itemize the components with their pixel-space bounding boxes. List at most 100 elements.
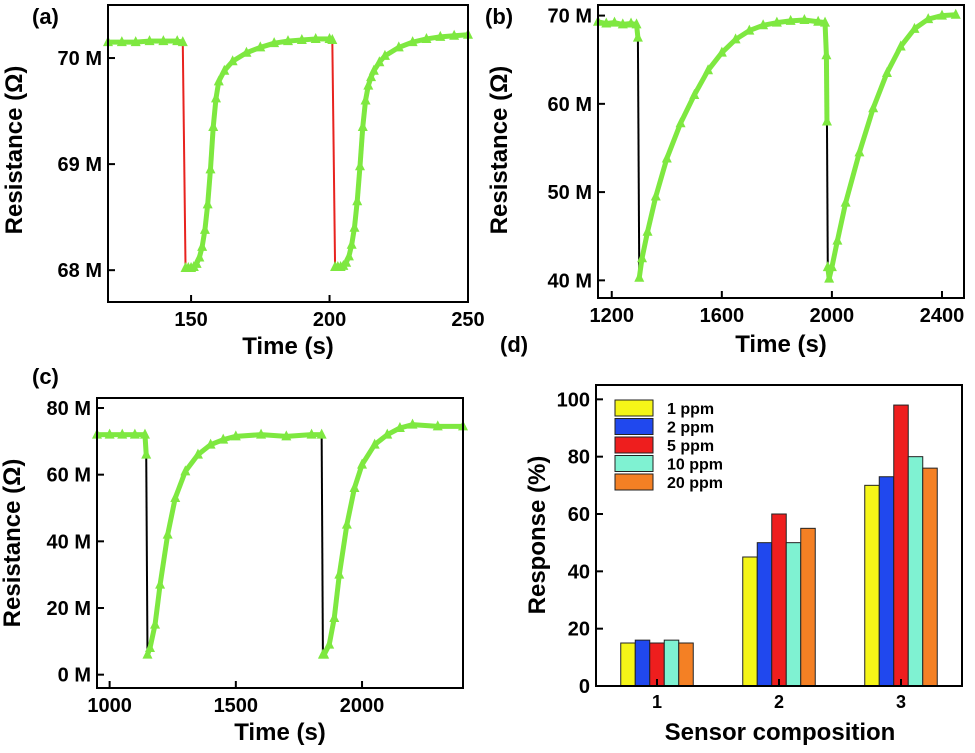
panel-a-data-point xyxy=(211,92,221,103)
panel-d-category-label: 1 xyxy=(652,692,662,712)
panel-a-series-line xyxy=(354,166,363,202)
panel-c-series-line xyxy=(412,422,438,429)
panel-b-data-point xyxy=(868,102,879,113)
panel-a-data-point xyxy=(241,46,252,57)
panel-c-series-line xyxy=(235,432,262,439)
panel-d-category-label: 3 xyxy=(896,692,906,712)
panel-b-data-point xyxy=(799,14,810,25)
panel-b-data-point xyxy=(601,17,612,28)
panel-c-data-point xyxy=(180,465,191,476)
panel-b-data-point xyxy=(675,117,686,128)
panel-c-series-line xyxy=(320,434,324,655)
panel-a-data-point xyxy=(368,64,379,75)
panel-b-x-tick-label: 2400 xyxy=(920,305,965,327)
panel-b-data-point xyxy=(650,190,661,201)
panel-c-data-point xyxy=(162,528,173,539)
panel-a-data-point xyxy=(357,120,368,131)
panel-a-data-point xyxy=(199,223,210,234)
panel-c-series-line xyxy=(286,432,312,439)
panel-d-bar xyxy=(756,542,773,687)
panel-a-data-point xyxy=(355,160,365,171)
panel-d-bar xyxy=(922,467,938,687)
panel-c-y-tick-label: 60 M xyxy=(47,465,91,487)
panel-b-series-line xyxy=(692,69,711,97)
panel-a-y-axis-title: Resistance (Ω) xyxy=(1,66,28,235)
panel-a-series-line xyxy=(205,169,213,205)
panel-d-category-label: 2 xyxy=(774,692,784,712)
panel-b-label: (b) xyxy=(485,4,513,29)
panel-b-x-axis-title: Time (s) xyxy=(735,331,827,358)
panel-d-y-tick-label: 100 xyxy=(557,389,590,411)
panel-c-data-point xyxy=(324,638,335,649)
panel-d-legend-label: 2 ppm xyxy=(667,420,714,437)
panel-d-legend-swatch xyxy=(614,436,654,454)
panel-b-series-line xyxy=(884,45,903,75)
panel-c-y-tick-label: 80 M xyxy=(47,398,91,420)
panel-b-series-line xyxy=(829,240,840,268)
panel-a-data-point xyxy=(255,41,266,52)
panel-a-data-point xyxy=(213,75,224,86)
panel-c-y-tick-label: 20 M xyxy=(47,598,91,620)
panel-a-data-point xyxy=(194,251,205,262)
panel-c-x-axis-title: Time (s) xyxy=(234,719,326,746)
panel-c-series-line xyxy=(157,534,171,586)
panel-b-data-point xyxy=(936,9,947,20)
panel-a-data-point xyxy=(116,36,127,47)
panel-a-x-tick-label: 200 xyxy=(313,309,346,331)
panel-b-data-point xyxy=(813,15,824,26)
panel-d-bar xyxy=(893,404,909,687)
panel-b-data-point xyxy=(895,40,906,51)
panel-c-data-point xyxy=(150,618,161,629)
panel-b-data-point xyxy=(923,13,934,24)
panel-b-series-line xyxy=(823,55,830,122)
panel-b-series-line xyxy=(843,151,862,204)
panel-d-legend-label: 20 ppm xyxy=(667,475,723,492)
panel-c-data-point xyxy=(256,428,267,439)
panel-d-bar xyxy=(864,484,880,687)
panel-a-data-point xyxy=(205,163,216,174)
panel-c-data-point xyxy=(129,428,140,439)
panel-a-data-point xyxy=(130,36,141,47)
panel-c-series-line xyxy=(152,584,163,625)
panel-d-legend-swatch xyxy=(614,418,654,435)
panel-a-y-tick-label: 70 M xyxy=(58,48,102,70)
panel-c-series-line xyxy=(165,497,178,536)
panel-d-bar xyxy=(800,527,816,687)
panel-b-data-point xyxy=(824,272,835,283)
panel-a-data-point xyxy=(158,35,169,46)
panel-a-data-point xyxy=(219,64,230,75)
panel-a-x-axis-title: Time (s) xyxy=(242,333,334,360)
panel-a-data-point xyxy=(341,256,352,267)
panel-c-data-point xyxy=(145,642,156,652)
panel-c: (c) 0 M 20 M 40 M 60 M 80 M 1000 1500 2000 Time… xyxy=(0,364,468,746)
panel-b-data-point xyxy=(785,14,796,25)
panel-b-data-point xyxy=(609,16,620,27)
panel-a-data-point xyxy=(346,238,357,249)
panel-b-data-point xyxy=(821,49,832,60)
panel-c-data-point xyxy=(349,482,360,492)
panel-a-x-tick-label: 150 xyxy=(174,309,207,331)
panel-c-data-point xyxy=(139,428,150,439)
panel-c-y-tick-label: 40 M xyxy=(47,531,91,553)
panel-a-data-point xyxy=(208,120,219,131)
panel-b-series-line xyxy=(639,231,650,259)
panel-a-data-point xyxy=(421,32,432,43)
panel-d-y-tick-label: 20 xyxy=(568,619,590,641)
panel-a-data-point xyxy=(360,94,371,105)
panel-d-bar xyxy=(785,542,802,687)
panel-a-data-point xyxy=(374,56,385,67)
panel-c-series-line xyxy=(326,617,337,646)
panel-b-data-point xyxy=(840,196,851,207)
panel-c-series-line xyxy=(172,470,188,499)
panel-c-label: (c) xyxy=(32,364,59,389)
panel-b-data-point xyxy=(909,22,920,33)
panel-b-data-point xyxy=(637,252,648,263)
panel-d-y-tick-label: 60 xyxy=(568,504,590,526)
panel-d-bar xyxy=(878,476,895,687)
panel-c-x-tick-label: 1500 xyxy=(214,695,259,717)
panel-b-data-point xyxy=(634,271,645,282)
panel-c-data-point xyxy=(141,448,152,459)
panel-c-data-point xyxy=(104,428,115,439)
panel-c-data-point xyxy=(382,428,393,439)
